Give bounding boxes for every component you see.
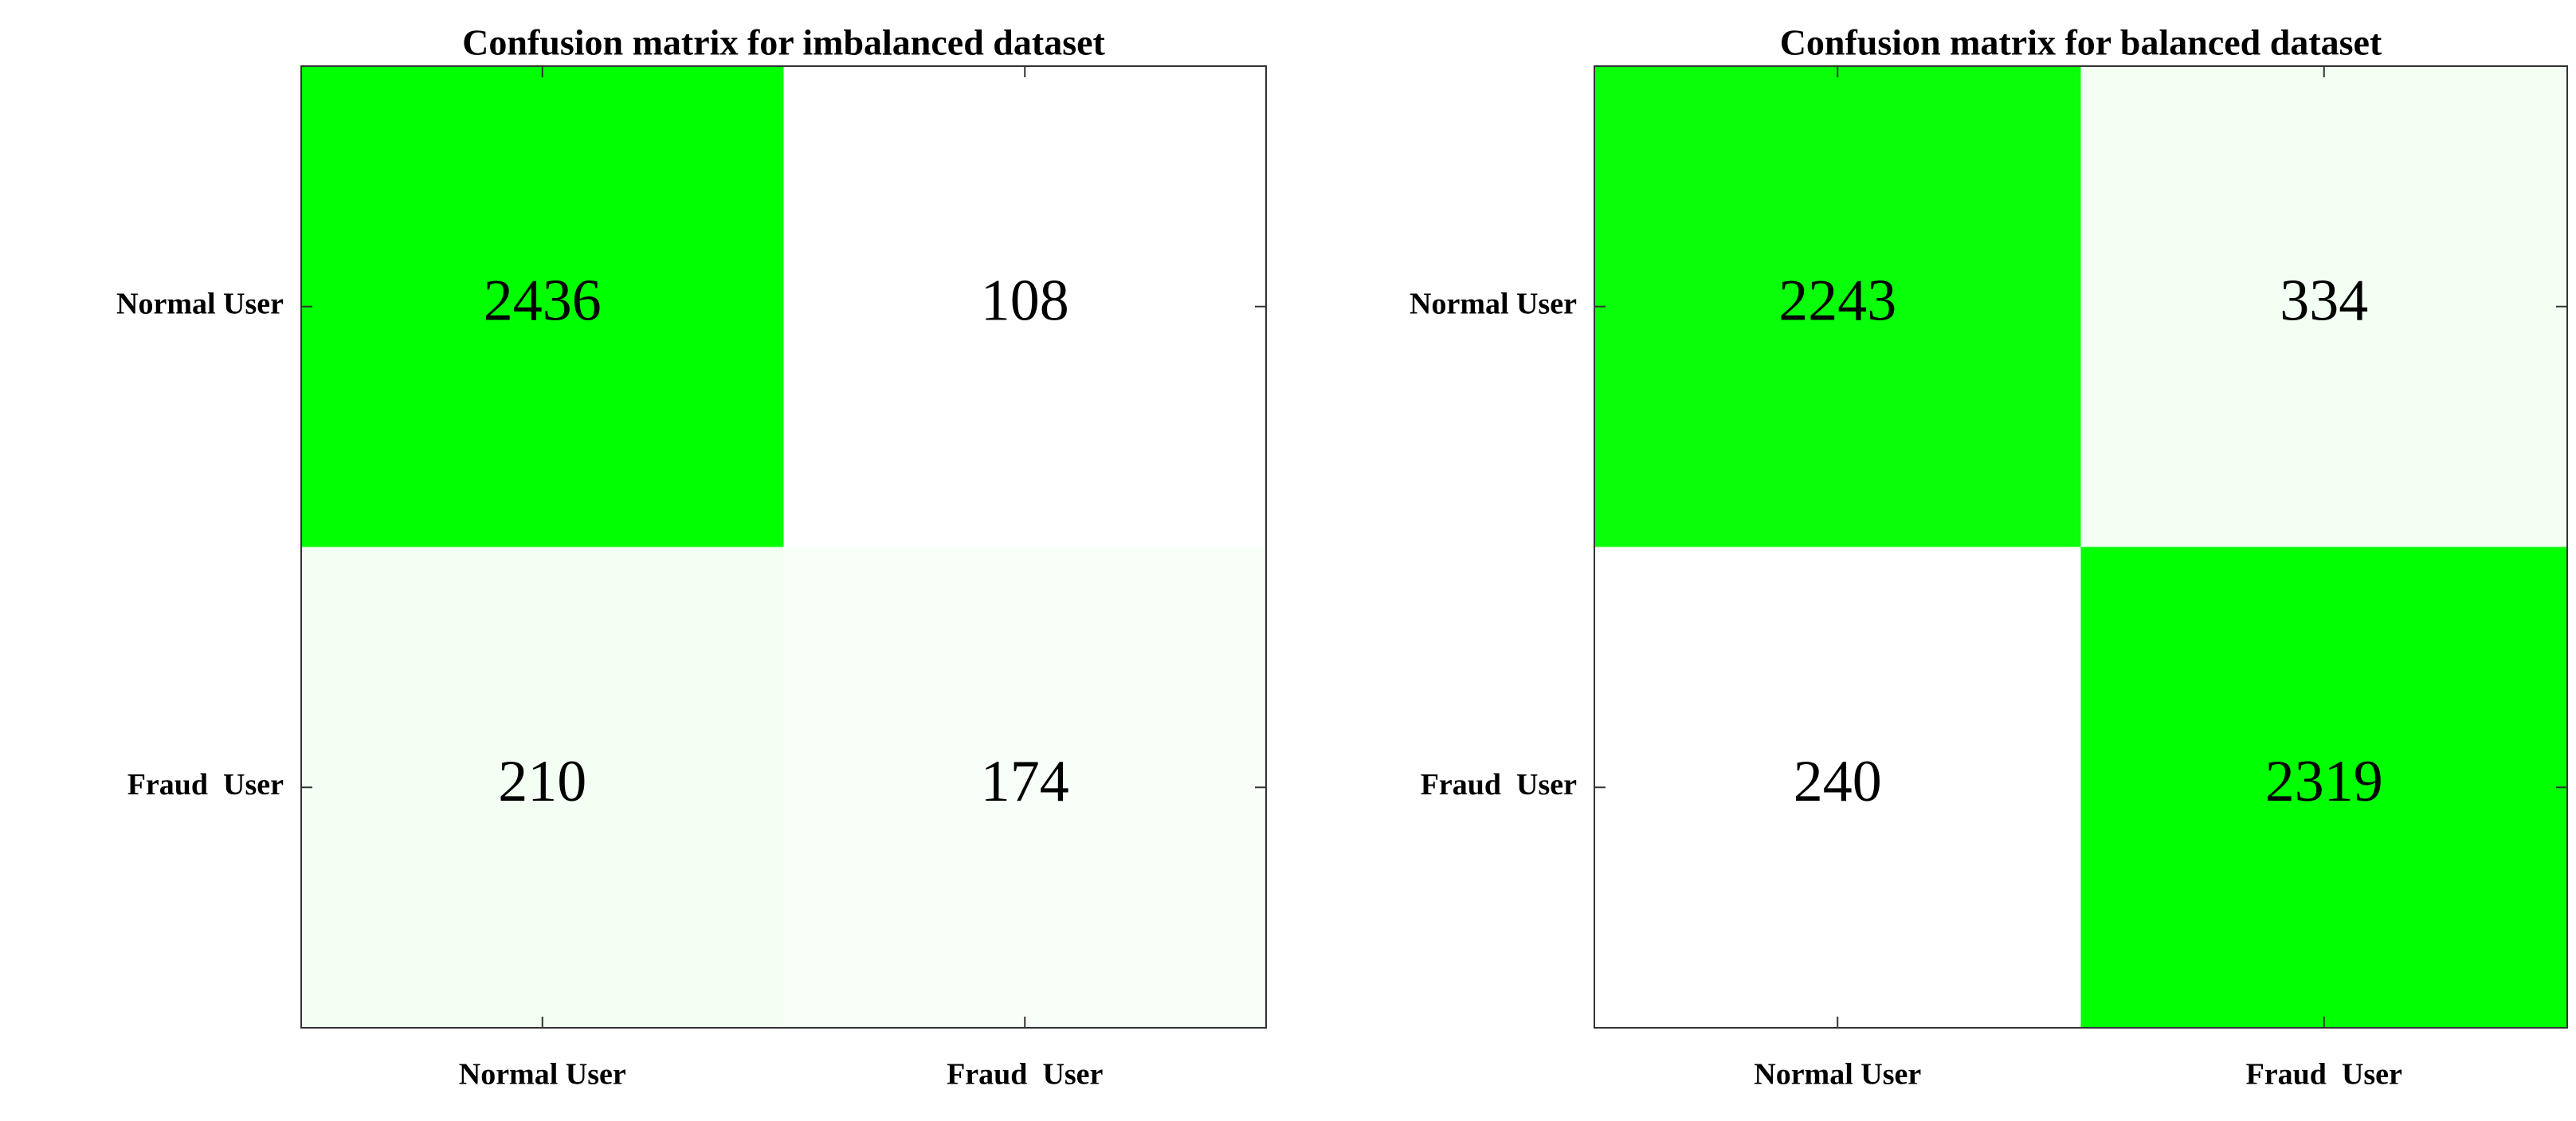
- cell-label: 2436: [484, 268, 602, 334]
- cell: [301, 66, 784, 547]
- cell-label: 210: [498, 749, 586, 814]
- cell: [1594, 66, 2081, 547]
- cell: [2080, 66, 2568, 547]
- cell: [783, 66, 1267, 547]
- cell-label: 334: [2280, 268, 2368, 334]
- cell-label: 240: [1794, 749, 1882, 814]
- x-tick-label: Normal User: [1754, 1058, 1921, 1092]
- y-tick-label: Fraud User: [127, 768, 284, 802]
- y-tick-label: Fraud User: [1421, 768, 1577, 802]
- chart-title: Confusion matrix for imbalanced dataset: [462, 22, 1105, 63]
- chart-title: Confusion matrix for balanced dataset: [1780, 22, 2382, 63]
- y-tick-label: Normal User: [116, 287, 284, 320]
- y-tick-label: Normal User: [1410, 287, 1577, 320]
- x-tick-label: Normal User: [459, 1058, 626, 1092]
- cell-label: 108: [981, 268, 1069, 334]
- cell-label: 174: [981, 749, 1069, 814]
- x-tick-label: Fraud User: [947, 1058, 1103, 1092]
- cell-label: 2243: [1778, 268, 1896, 334]
- cell: [301, 547, 784, 1029]
- x-tick-label: Fraud User: [2246, 1058, 2402, 1092]
- frame: [1594, 65, 2568, 1029]
- cell-label: 2319: [2265, 749, 2383, 814]
- cell: [2080, 547, 2568, 1029]
- cell: [783, 547, 1267, 1029]
- frame: [300, 65, 1267, 1029]
- cell: [1594, 547, 2081, 1029]
